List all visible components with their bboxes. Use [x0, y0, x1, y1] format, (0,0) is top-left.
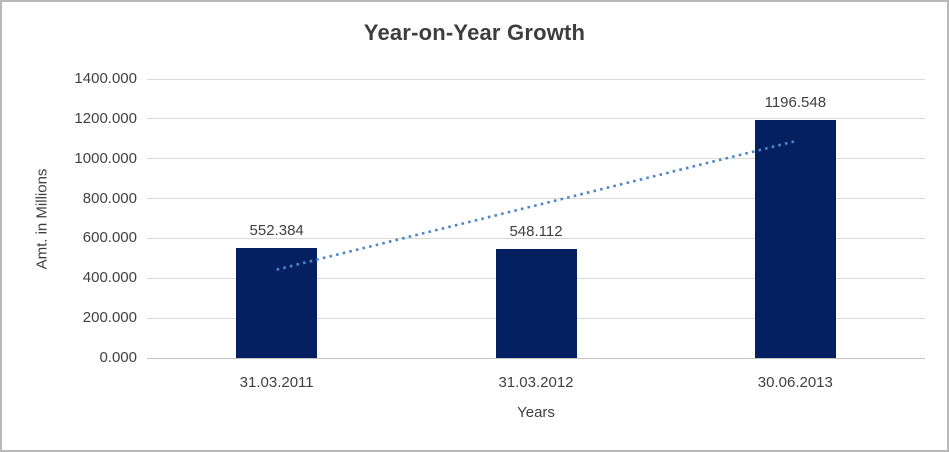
- y-axis-tick-label: 800.000: [82, 189, 137, 207]
- gridline: [147, 78, 925, 80]
- y-axis-tick-label: 1000.000: [74, 149, 137, 167]
- y-axis-tick-label: 1200.000: [74, 109, 137, 127]
- x-axis-title: Years: [517, 404, 555, 421]
- y-axis-tick-label: 400.000: [82, 269, 137, 287]
- x-axis-tick-label: 31.03.2012: [498, 374, 574, 391]
- data-label: 552.384: [249, 221, 304, 239]
- y-axis-title: Amt. in Millions: [33, 168, 51, 270]
- bar-31.03.2011: [236, 247, 318, 358]
- y-axis-tick-label: 1400.000: [74, 70, 137, 87]
- y-axis-tick-label: 200.000: [82, 309, 137, 327]
- x-axis-tick-label: 30.06.2013: [757, 374, 833, 391]
- chart-title: Year-on-Year Growth: [363, 20, 586, 45]
- data-label: 1196.548: [764, 93, 827, 111]
- x-axis-line: [147, 357, 925, 359]
- x-axis-tick-label: 31.03.2011: [239, 374, 314, 391]
- bar-30.06.2013: [754, 119, 836, 358]
- data-label: 548.112: [509, 222, 563, 240]
- y-axis-tick-label: 600.000: [82, 229, 137, 247]
- y-axis-tick-label: 0.000: [99, 349, 137, 366]
- gridline: [147, 118, 925, 120]
- bar-31.03.2012: [495, 248, 577, 358]
